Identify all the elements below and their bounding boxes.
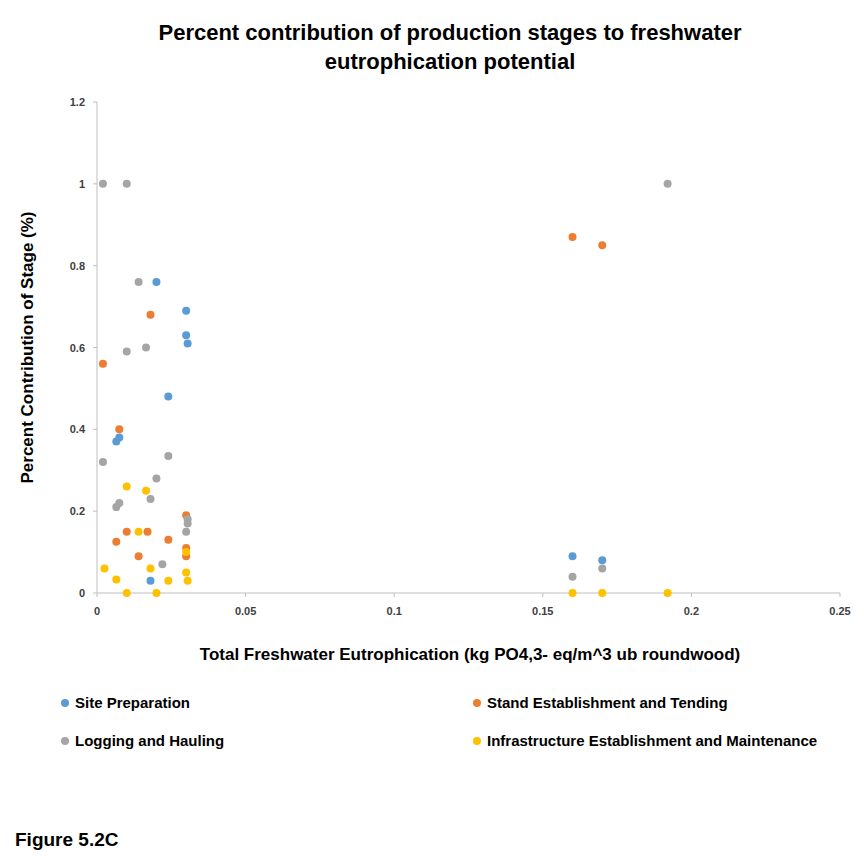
point bbox=[146, 577, 154, 585]
y-tick-label: 0.4 bbox=[70, 423, 86, 435]
point bbox=[184, 519, 192, 527]
point bbox=[164, 393, 172, 401]
x-tick-label: 0.15 bbox=[532, 605, 553, 617]
x-tick bbox=[542, 593, 543, 597]
x-axis-line bbox=[97, 593, 840, 594]
point bbox=[99, 180, 107, 188]
x-tick bbox=[691, 593, 692, 597]
point bbox=[146, 564, 154, 572]
point bbox=[135, 278, 143, 286]
x-tick bbox=[840, 593, 841, 597]
point bbox=[569, 233, 577, 241]
x-tick-label: 0.05 bbox=[235, 605, 256, 617]
y-axis-label: Percent Contribution of Stage (%) bbox=[18, 212, 37, 484]
y-tick bbox=[93, 429, 97, 430]
x-tick bbox=[245, 593, 246, 597]
y-tick-label: 0.8 bbox=[70, 260, 85, 272]
point bbox=[569, 589, 577, 597]
point bbox=[182, 548, 190, 556]
chart: Percent contribution of production stage… bbox=[0, 0, 864, 864]
point bbox=[598, 589, 606, 597]
point bbox=[123, 180, 131, 188]
point bbox=[664, 589, 672, 597]
point bbox=[123, 589, 131, 597]
y-tick-label: 0.6 bbox=[70, 342, 85, 354]
background bbox=[0, 0, 864, 864]
point bbox=[135, 528, 143, 536]
y-tick bbox=[93, 183, 97, 184]
point bbox=[142, 487, 150, 495]
legend-marker bbox=[473, 737, 481, 745]
y-tick bbox=[93, 593, 97, 594]
point bbox=[158, 560, 166, 568]
point bbox=[115, 434, 123, 442]
point bbox=[598, 556, 606, 564]
y-tick bbox=[93, 265, 97, 266]
point bbox=[182, 528, 190, 536]
point bbox=[123, 528, 131, 536]
point bbox=[146, 495, 154, 503]
point bbox=[164, 452, 172, 460]
point bbox=[164, 577, 172, 585]
point bbox=[569, 573, 577, 581]
legend-marker bbox=[473, 699, 481, 707]
point bbox=[123, 348, 131, 356]
point bbox=[152, 589, 160, 597]
point bbox=[112, 575, 120, 583]
legend-label: Stand Establishment and Tending bbox=[487, 694, 728, 711]
point bbox=[598, 241, 606, 249]
point bbox=[100, 564, 108, 572]
plot-area bbox=[99, 180, 672, 597]
point bbox=[182, 331, 190, 339]
y-tick-label: 0 bbox=[79, 587, 85, 599]
y-tick-label: 0.2 bbox=[70, 505, 85, 517]
title: Percent contribution of production stage… bbox=[158, 20, 741, 74]
point bbox=[142, 344, 150, 352]
point bbox=[598, 564, 606, 572]
point bbox=[144, 528, 152, 536]
legend-label: Site Preparation bbox=[75, 694, 190, 711]
point bbox=[123, 483, 131, 491]
point bbox=[152, 278, 160, 286]
legend-marker bbox=[61, 699, 69, 707]
x-tick-label: 0.2 bbox=[684, 605, 699, 617]
y-tick bbox=[93, 347, 97, 348]
y-tick-label: 1.2 bbox=[70, 96, 85, 108]
y-tick-label: 1 bbox=[79, 178, 85, 190]
point bbox=[664, 180, 672, 188]
point bbox=[112, 538, 120, 546]
y-tick bbox=[93, 102, 97, 103]
x-tick bbox=[394, 593, 395, 597]
x-tick-label: 0 bbox=[94, 605, 100, 617]
point bbox=[152, 474, 160, 482]
legend-label: Infrastructure Establishment and Mainten… bbox=[487, 732, 817, 749]
x-tick bbox=[97, 593, 98, 597]
point bbox=[135, 552, 143, 560]
point bbox=[146, 311, 154, 319]
point bbox=[112, 503, 120, 511]
y-tick bbox=[93, 511, 97, 512]
point bbox=[115, 425, 123, 433]
point bbox=[99, 360, 107, 368]
point bbox=[569, 552, 577, 560]
point bbox=[164, 536, 172, 544]
point bbox=[184, 577, 192, 585]
point bbox=[182, 307, 190, 315]
figure-label: Figure 5.2C bbox=[15, 829, 119, 850]
point bbox=[182, 569, 190, 577]
x-tick-label: 0.25 bbox=[829, 605, 850, 617]
point bbox=[184, 339, 192, 347]
point bbox=[99, 458, 107, 466]
x-axis-label: Total Freshwater Eutrophication (kg PO4,… bbox=[200, 645, 740, 664]
legend-marker bbox=[61, 737, 69, 745]
legend-label: Logging and Hauling bbox=[75, 732, 224, 749]
x-tick-label: 0.1 bbox=[387, 605, 402, 617]
